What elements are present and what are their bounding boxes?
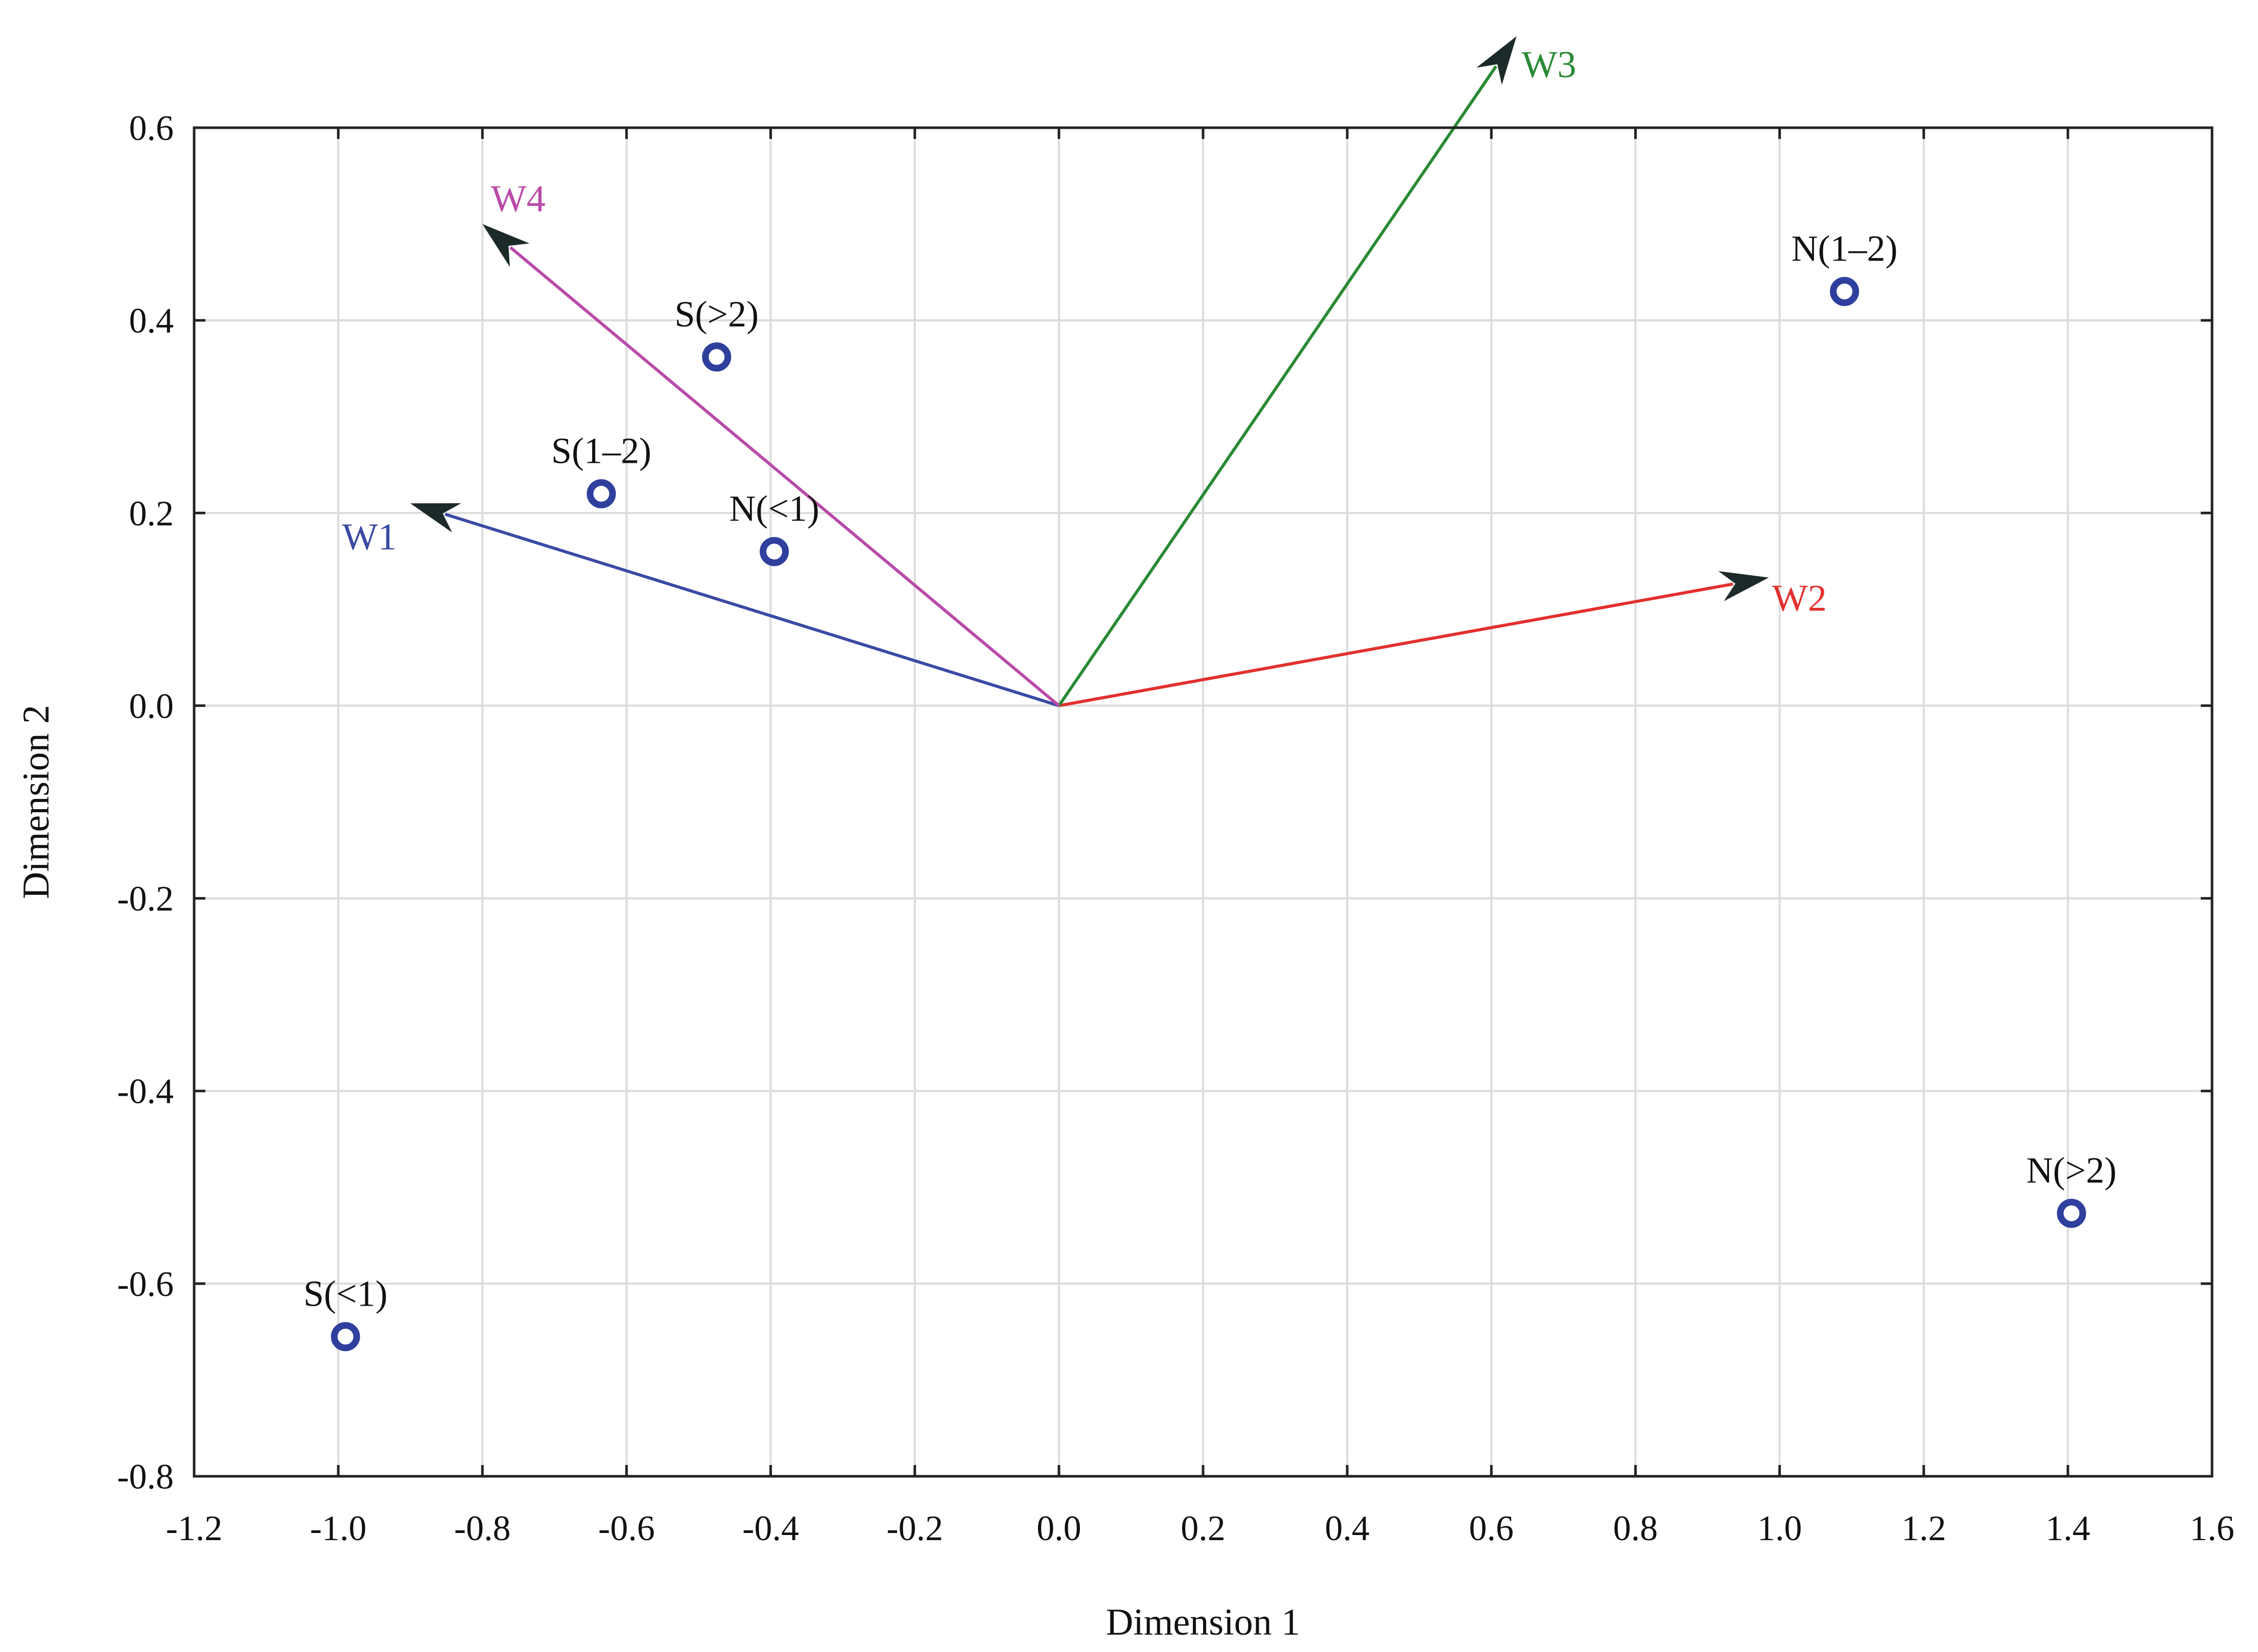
y-tick-label: 0.4	[129, 301, 174, 341]
x-tick-label: 0.6	[1469, 1509, 1514, 1548]
data-point-label: S(1–2)	[551, 431, 651, 471]
x-tick-label: 0.0	[1037, 1509, 1081, 1548]
vector-arrowhead-w2	[1718, 571, 1769, 602]
x-tick-label: 1.4	[2045, 1509, 2090, 1548]
vector-line-w2	[1059, 582, 1733, 707]
y-tick-label: -0.8	[117, 1457, 174, 1497]
vector-arrowhead-w4	[482, 224, 530, 267]
x-tick-label: -0.2	[886, 1509, 943, 1548]
y-tick-label: 0.2	[129, 494, 174, 533]
vector-label-w1: W1	[342, 516, 397, 558]
vector-arrowhead-w1	[410, 503, 461, 533]
data-point	[586, 479, 616, 509]
x-tick-label: -0.8	[454, 1509, 511, 1548]
x-tick-label: 1.0	[1757, 1509, 1802, 1548]
axis-ticks: -1.2 -1.0 -0.8 -0.6 -0.4 -0.2 0.0 0.2 0.4 0.6 0.8 1…	[117, 109, 2235, 1548]
y-axis-title: Dimension 2	[15, 705, 57, 899]
x-tick-label: 0.2	[1181, 1509, 1226, 1548]
scatter-points: S(<1) S(1–2) S(>2) N(<1) N(1–2) N(>2)	[303, 228, 2117, 1352]
data-point	[702, 342, 732, 372]
data-point	[760, 537, 789, 567]
vector-line-w3	[1057, 65, 1497, 707]
x-tick-label: 0.4	[1325, 1509, 1370, 1548]
y-tick-label: 0.0	[129, 687, 174, 726]
y-tick-label: -0.2	[117, 880, 174, 919]
y-tick-label: -0.6	[117, 1265, 174, 1304]
x-tick-label: -1.2	[166, 1509, 223, 1548]
data-point-label: S(>2)	[674, 294, 759, 335]
data-point-label: N(<1)	[729, 488, 819, 529]
x-tick-label: 1.6	[2190, 1509, 2235, 1548]
vector-line-w1	[444, 512, 1060, 707]
x-tick-label: -1.0	[310, 1509, 367, 1548]
grid-lines	[193, 127, 2213, 1477]
x-tick-label: -0.6	[598, 1509, 655, 1548]
data-point-label: S(<1)	[303, 1273, 388, 1314]
data-point	[331, 1322, 360, 1352]
data-point-label: N(>2)	[2027, 1150, 2117, 1191]
x-tick-label: 1.2	[1901, 1509, 1946, 1548]
x-tick-label: 0.8	[1613, 1509, 1658, 1548]
vector-arrowhead-w3	[1476, 36, 1517, 85]
y-tick-label: 0.6	[129, 109, 174, 148]
x-tick-label: -0.4	[742, 1509, 799, 1548]
data-point	[2057, 1198, 2086, 1228]
x-axis-title: Dimension 1	[1106, 1601, 1300, 1643]
vector-line-w4	[509, 246, 1060, 707]
y-tick-label: -0.4	[117, 1072, 174, 1112]
data-point-label: N(1–2)	[1792, 228, 1898, 269]
vector-arrows: W1 W2 W3 W4	[342, 36, 1827, 707]
vector-label-w2: W2	[1772, 578, 1827, 620]
vector-label-w3: W3	[1522, 44, 1577, 86]
vector-label-w4: W4	[491, 178, 546, 220]
data-point	[1830, 277, 1860, 306]
